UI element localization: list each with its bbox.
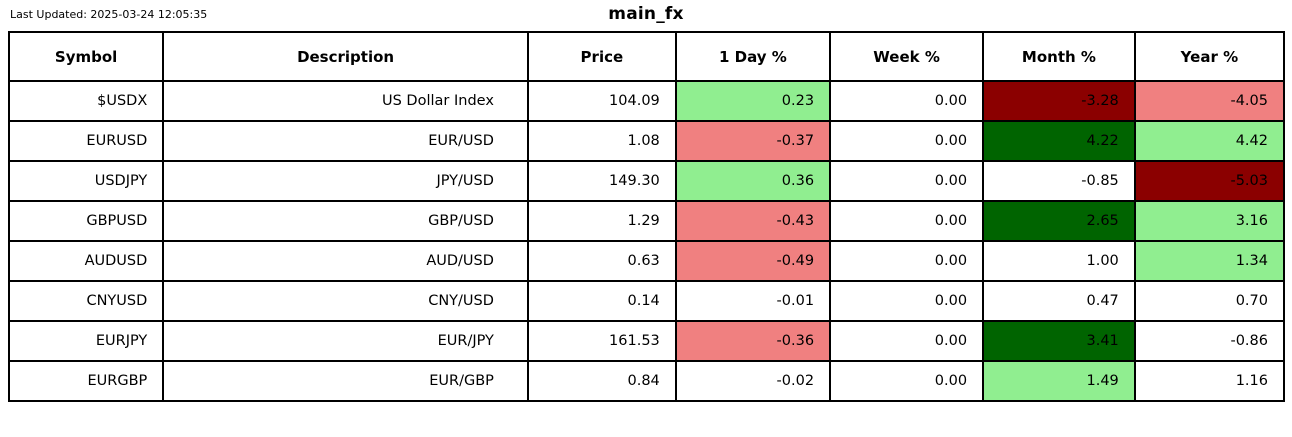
cell-month-pct: 1.49	[982, 360, 1136, 402]
table-row: AUDUSD AUD/USD 0.63 -0.49 0.00 1.00 1.34	[7, 240, 1286, 282]
fx-table: Symbol Description Price 1 Day % Week % …	[7, 31, 1286, 402]
cell-price: 149.30	[526, 160, 677, 202]
cell-price: 104.09	[526, 80, 677, 122]
col-header-year-pct: Year %	[1133, 31, 1286, 82]
cell-symbol: CNYUSD	[7, 280, 165, 322]
cell-symbol: GBPUSD	[7, 200, 165, 242]
table-row: $USDX US Dollar Index 104.09 0.23 0.00 -…	[7, 80, 1286, 122]
col-header-description: Description	[162, 31, 529, 82]
table-row: USDJPY JPY/USD 149.30 0.36 0.00 -0.85 -5…	[7, 160, 1286, 202]
col-header-week-pct: Week %	[829, 31, 985, 82]
cell-price: 1.08	[526, 120, 677, 162]
cell-day-pct: -0.43	[674, 200, 832, 242]
cell-symbol: EURJPY	[7, 320, 165, 362]
table-row: GBPUSD GBP/USD 1.29 -0.43 0.00 2.65 3.16	[7, 200, 1286, 242]
last-updated-timestamp: Last Updated: 2025-03-24 12:05:35	[10, 8, 208, 21]
cell-week-pct: 0.00	[829, 240, 985, 282]
cell-day-pct: -0.02	[674, 360, 832, 402]
top-bar: Last Updated: 2025-03-24 12:05:35 main_f…	[0, 0, 1292, 30]
cell-price: 0.84	[526, 360, 677, 402]
cell-year-pct: 1.16	[1133, 360, 1286, 402]
table-row: EURGBP EUR/GBP 0.84 -0.02 0.00 1.49 1.16	[7, 360, 1286, 402]
cell-month-pct: 4.22	[982, 120, 1136, 162]
cell-description: EUR/USD	[162, 120, 529, 162]
cell-month-pct: -3.28	[982, 80, 1136, 122]
cell-description: EUR/GBP	[162, 360, 529, 402]
cell-symbol: USDJPY	[7, 160, 165, 202]
cell-symbol: EURUSD	[7, 120, 165, 162]
cell-description: CNY/USD	[162, 280, 529, 322]
cell-week-pct: 0.00	[829, 200, 985, 242]
cell-week-pct: 0.00	[829, 280, 985, 322]
cell-price: 1.29	[526, 200, 677, 242]
cell-day-pct: 0.36	[674, 160, 832, 202]
cell-year-pct: 0.70	[1133, 280, 1286, 322]
cell-day-pct: 0.23	[674, 80, 832, 122]
col-header-price: Price	[526, 31, 677, 82]
cell-description: GBP/USD	[162, 200, 529, 242]
cell-year-pct: 1.34	[1133, 240, 1286, 282]
col-header-day-pct: 1 Day %	[674, 31, 832, 82]
table-row: EURJPY EUR/JPY 161.53 -0.36 0.00 3.41 -0…	[7, 320, 1286, 362]
cell-day-pct: -0.36	[674, 320, 832, 362]
cell-week-pct: 0.00	[829, 120, 985, 162]
cell-month-pct: 0.47	[982, 280, 1136, 322]
cell-symbol: EURGBP	[7, 360, 165, 402]
cell-day-pct: -0.49	[674, 240, 832, 282]
cell-symbol: AUDUSD	[7, 240, 165, 282]
col-header-month-pct: Month %	[982, 31, 1136, 82]
table-header-row: Symbol Description Price 1 Day % Week % …	[7, 31, 1286, 82]
cell-price: 0.14	[526, 280, 677, 322]
table-row: CNYUSD CNY/USD 0.14 -0.01 0.00 0.47 0.70	[7, 280, 1286, 322]
cell-description: AUD/USD	[162, 240, 529, 282]
cell-day-pct: -0.01	[674, 280, 832, 322]
cell-price: 0.63	[526, 240, 677, 282]
cell-week-pct: 0.00	[829, 80, 985, 122]
cell-month-pct: -0.85	[982, 160, 1136, 202]
cell-price: 161.53	[526, 320, 677, 362]
cell-year-pct: -4.05	[1133, 80, 1286, 122]
cell-month-pct: 1.00	[982, 240, 1136, 282]
page-title: main_fx	[608, 4, 684, 24]
cell-month-pct: 3.41	[982, 320, 1136, 362]
cell-description: JPY/USD	[162, 160, 529, 202]
cell-year-pct: 4.42	[1133, 120, 1286, 162]
cell-day-pct: -0.37	[674, 120, 832, 162]
cell-symbol: $USDX	[7, 80, 165, 122]
cell-year-pct: -5.03	[1133, 160, 1286, 202]
cell-week-pct: 0.00	[829, 160, 985, 202]
cell-description: EUR/JPY	[162, 320, 529, 362]
cell-year-pct: -0.86	[1133, 320, 1286, 362]
cell-week-pct: 0.00	[829, 320, 985, 362]
cell-month-pct: 2.65	[982, 200, 1136, 242]
cell-year-pct: 3.16	[1133, 200, 1286, 242]
cell-week-pct: 0.00	[829, 360, 985, 402]
cell-description: US Dollar Index	[162, 80, 529, 122]
col-header-symbol: Symbol	[7, 31, 165, 82]
table-row: EURUSD EUR/USD 1.08 -0.37 0.00 4.22 4.42	[7, 120, 1286, 162]
